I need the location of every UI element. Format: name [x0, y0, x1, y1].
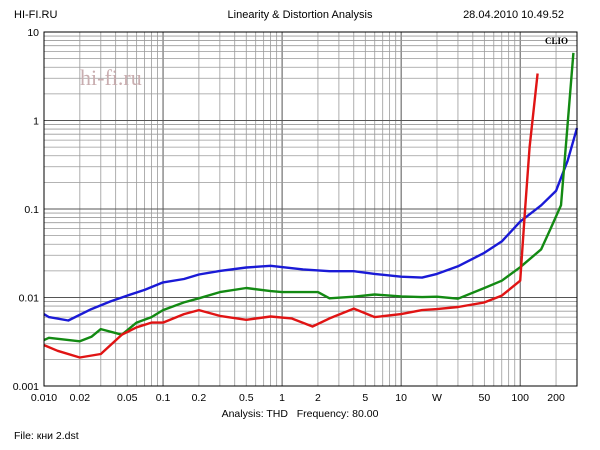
x-tick-label: 200	[547, 392, 565, 404]
series-lines	[43, 52, 579, 359]
y-tick-label: 0.001	[13, 381, 39, 393]
y-tick-labels: 0.001 0.01 0.1 1 10	[13, 27, 39, 393]
frequency-label: Frequency: 80.00	[296, 408, 379, 420]
chart-title: Linearity & Distortion Analysis	[227, 9, 373, 21]
x-tick-label: 0.1	[156, 392, 171, 404]
y-tick-label: 0.1	[24, 204, 39, 216]
x-tick-label: 0.5	[239, 392, 254, 404]
x-tick-label: 0.2	[192, 392, 207, 404]
header-left-title: HI-FI.RU	[14, 9, 58, 21]
clio-brand: CLIO	[545, 36, 568, 46]
x-tick-label: W	[432, 392, 442, 404]
y-tick-label: 1	[33, 116, 39, 128]
x-tick-label: 5	[362, 392, 368, 404]
x-tick-label: 10	[395, 392, 407, 404]
watermark-logo: hi-fi.ru	[80, 65, 142, 90]
grid	[44, 32, 577, 386]
y-tick-label: 0.01	[19, 293, 40, 305]
x-tick-label: 100	[511, 392, 529, 404]
x-tick-label: 0.05	[117, 392, 138, 404]
x-tick-label: 50	[479, 392, 491, 404]
x-tick-label: 0.02	[70, 392, 91, 404]
x-tick-labels: 0.010 0.02 0.05 0.1 0.2 0.5 1 2 5 10 W 50 100 200	[31, 392, 565, 404]
timestamp: 28.04.2010 10.49.52	[463, 9, 564, 21]
analysis-info: Analysis: THD Frequency: 80.00	[0, 408, 600, 420]
x-tick-label: 1	[279, 392, 285, 404]
x-tick-label: 2	[315, 392, 321, 404]
analysis-label: Analysis: THD	[221, 408, 288, 420]
plot-frame	[43, 31, 578, 387]
y-tick-label: 10	[27, 27, 39, 39]
x-tick-label: 0.010	[31, 392, 57, 404]
series-line-1	[43, 127, 579, 322]
series-line-3	[43, 73, 539, 359]
file-label: File: кни 2.dst	[14, 430, 79, 442]
